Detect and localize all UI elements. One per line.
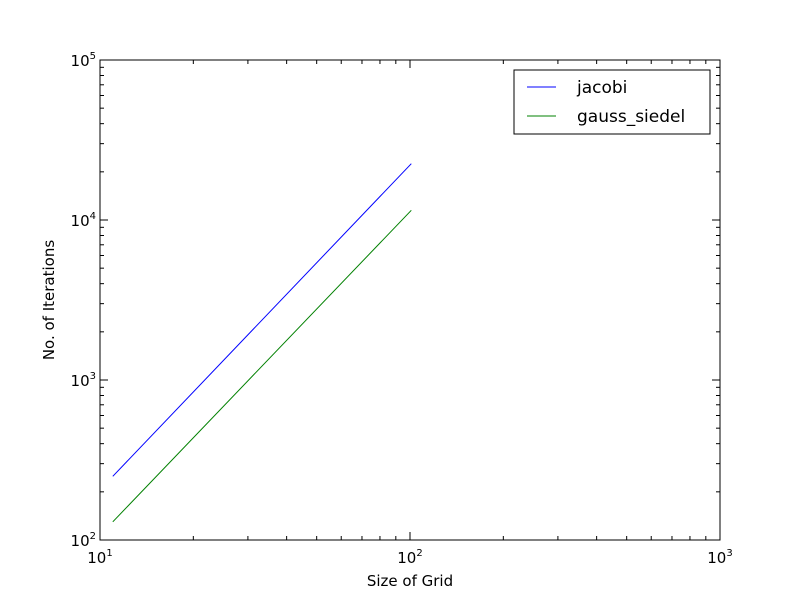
legend-frame: [513, 69, 711, 135]
y-tick-label: 104: [71, 211, 96, 230]
legend-label-gauss-siedel: gauss_siedel: [577, 107, 685, 127]
x-tick-label: 102: [397, 548, 422, 567]
legend-label-jacobi: jacobi: [576, 78, 627, 98]
legend[interactable]: jacobi gauss_siedel: [513, 69, 711, 135]
y-axis-label: No. of Iterations: [40, 240, 58, 361]
x-axis-label: Size of Grid: [367, 572, 453, 590]
series-line-jacobi: [112, 163, 412, 477]
y-tick-label: 103: [71, 371, 96, 390]
y-tick-label: 102: [71, 531, 96, 550]
y-tick-label: 105: [71, 51, 96, 70]
series-line-gauss-siedel: [112, 209, 412, 523]
series-layer: [112, 163, 412, 523]
x-tick-label: 101: [87, 548, 112, 567]
x-tick-label: 103: [707, 548, 732, 567]
